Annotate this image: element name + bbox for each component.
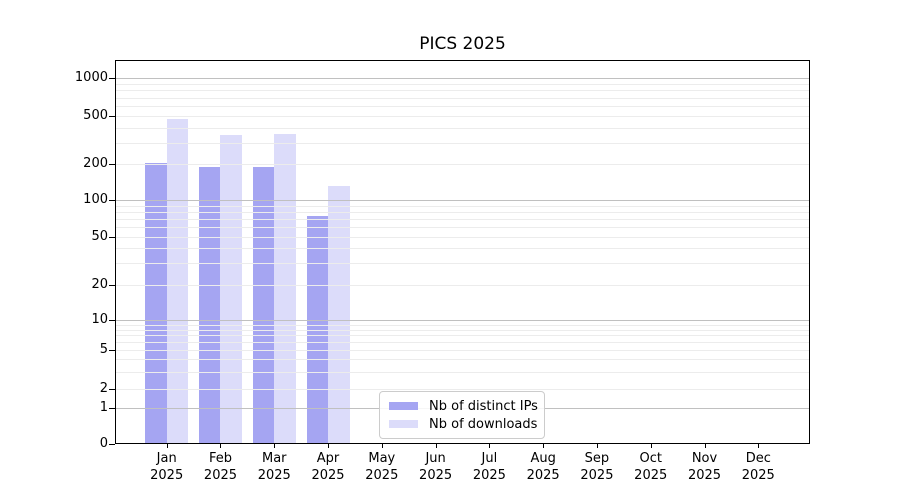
x-tick-mark [435,444,437,448]
y-tick-label-50: 50 [91,228,108,244]
y-tick-mark [109,78,115,80]
bar-distinct-ips-jan [145,163,167,443]
bars-layer [116,61,809,443]
x-tick-label-dec: Dec 2025 [741,451,775,483]
y-tick-mark [109,389,115,390]
y-tick-mark [109,320,115,321]
gridline-80 [116,211,809,213]
x-tick-label-oct: Oct 2025 [634,451,668,483]
x-tick-label-sep: Sep 2025 [580,451,614,483]
x-tick-label-aug: Aug 2025 [526,451,560,483]
x-tick-mark [596,444,598,448]
x-tick-label-nov: Nov 2025 [687,451,722,483]
y-tick-label-1: 1 [99,400,108,415]
y-tick-mark [109,236,115,238]
x-tick-mark [381,444,383,448]
gridline-50 [116,236,809,238]
gridline-400 [116,127,809,129]
y-tick-label-2: 2 [99,381,108,396]
gridline-700 [116,97,809,99]
gridline-10 [116,320,809,321]
y-tick-label-1000: 1000 [74,70,108,86]
x-tick-label-may: May 2025 [365,451,399,483]
y-tick-mark [109,284,115,286]
gridline-20 [116,284,809,286]
bar-downloads-mar [274,134,296,443]
gridline-500 [116,116,809,117]
bar-downloads-apr [328,185,350,443]
y-tick-mark [109,200,115,201]
y-tick-label-100: 100 [83,192,108,207]
bar-distinct-ips-feb [198,167,221,443]
x-tick-mark [489,444,491,448]
gridline-100 [116,200,809,201]
x-tick-label-apr: Apr 2025 [311,451,345,483]
x-tick-label-jul: Jul 2025 [472,451,506,483]
gridline-6 [116,342,809,344]
legend-swatch-distinct-ips [389,402,418,410]
gridline-1000 [116,78,809,80]
y-tick-mark [109,350,115,351]
y-tick-label-200: 200 [83,156,108,172]
gridline-900 [116,84,809,86]
chart-title: PICS 2025 [419,34,506,54]
x-tick-label-jun: Jun 2025 [419,451,453,483]
x-tick-label-jan: Jan 2025 [150,451,184,483]
bar-distinct-ips-apr [306,215,329,443]
y-tick-label-10: 10 [91,312,108,327]
gridline-800 [116,90,809,92]
y-tick-label-20: 20 [91,276,108,292]
x-tick-label-mar: Mar 2025 [257,451,291,483]
gridline-3 [116,371,809,373]
x-tick-mark [166,444,168,448]
gridline-2 [116,389,809,390]
gridline-60 [116,226,809,228]
legend-label-distinct-ips: Nb of distinct IPs [429,398,538,414]
gridline-7 [116,335,809,337]
gridline-90 [116,205,809,207]
y-tick-mark [109,408,115,409]
x-tick-mark [758,444,760,448]
grid-layer [116,61,809,443]
plot-area [115,60,810,444]
gridline-30 [116,263,809,265]
gridline-4 [116,359,809,361]
legend-item-downloads: Nb of downloads [389,415,538,433]
y-tick-label-500: 500 [83,108,108,123]
legend: Nb of distinct IPs Nb of downloads [379,391,545,439]
gridline-40 [116,248,809,250]
x-tick-mark [328,444,330,448]
x-tick-label-feb: Feb 2025 [203,451,238,483]
y-tick-label-5: 5 [99,342,108,357]
legend-label-downloads: Nb of downloads [429,416,538,432]
gridline-300 [116,142,809,144]
x-tick-mark [650,444,652,448]
gridline-70 [116,218,809,220]
legend-swatch-downloads [389,420,418,428]
gridline-8 [116,329,809,331]
bar-distinct-ips-mar [252,167,275,443]
gridline-600 [116,106,809,108]
y-tick-mark [109,116,115,117]
x-tick-mark [220,444,222,448]
y-tick-label-0: 0 [99,436,108,451]
y-tick-mark [109,444,115,445]
y-tick-mark [109,164,115,166]
x-tick-mark [704,444,706,448]
x-tick-mark [274,444,276,448]
x-tick-mark [543,444,545,448]
gridline-5 [116,350,809,351]
gridline-9 [116,324,809,326]
gridline-200 [116,164,809,166]
legend-item-distinct-ips: Nb of distinct IPs [389,397,538,415]
